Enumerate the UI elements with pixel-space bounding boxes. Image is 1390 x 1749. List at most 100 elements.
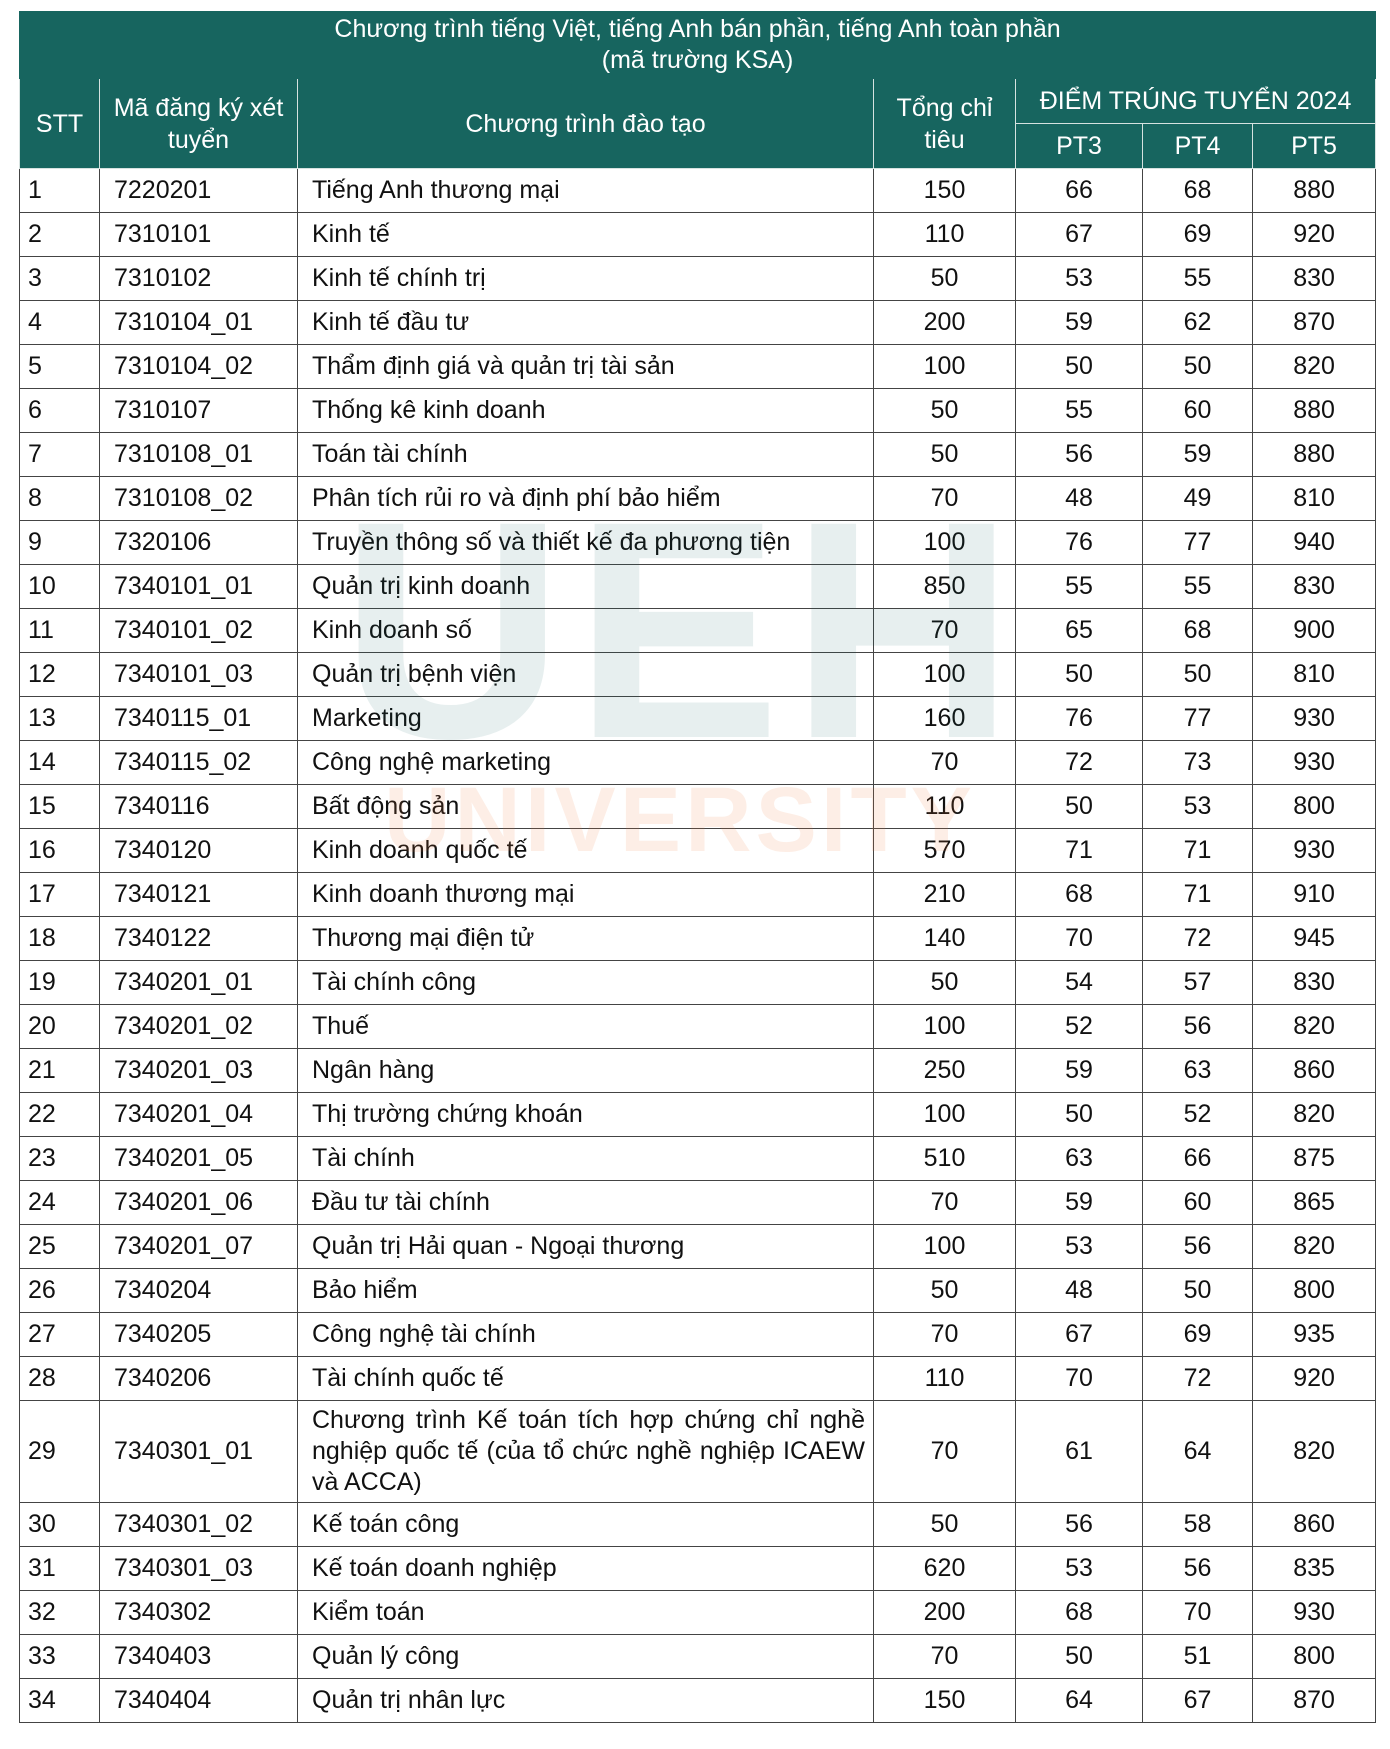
- code-cell: 7340122: [99, 916, 298, 961]
- pt5-cell: 880: [1251, 168, 1377, 213]
- pt3-cell: 54: [1015, 960, 1143, 1005]
- code-cell: 7320106: [99, 520, 298, 565]
- table-row: 4 7310104_01 Kinh tế đầu tư 200 59 62 870: [19, 300, 1377, 345]
- table-row: 24 7340201_06 Đầu tư tài chính 70 59 60 865: [19, 1180, 1377, 1225]
- pt5-cell: 820: [1251, 1224, 1377, 1269]
- column-header: Chương trình đào tạo: [297, 78, 874, 169]
- pt3-cell: 56: [1015, 432, 1143, 477]
- program-cell: Kinh tế chính trị: [297, 256, 874, 301]
- code-cell: 7310104_02: [99, 344, 298, 389]
- program-cell: Công nghệ marketing: [297, 740, 874, 785]
- quota-cell: 150: [873, 168, 1016, 213]
- code-cell: 7340301_02: [99, 1502, 298, 1547]
- stt-cell: 30: [19, 1502, 100, 1547]
- program-cell: Công nghệ tài chính: [297, 1312, 874, 1357]
- quota-cell: 70: [873, 1180, 1016, 1225]
- admission-table: Chương trình tiếng Việt, tiếng Anh bán p…: [18, 11, 1377, 1723]
- quota-cell: 110: [873, 1356, 1016, 1401]
- stt-cell: 28: [19, 1356, 100, 1401]
- pt5-cell: 920: [1251, 212, 1377, 257]
- pt5-cell: 930: [1251, 740, 1377, 785]
- quota-cell: 200: [873, 300, 1016, 345]
- code-cell: 7340121: [99, 872, 298, 917]
- table-row: 20 7340201_02 Thuế 100 52 56 820: [19, 1004, 1377, 1049]
- program-cell: Bất động sản: [297, 784, 874, 829]
- pt5-cell: 830: [1251, 256, 1377, 301]
- table-row: 3 7310102 Kinh tế chính trị 50 53 55 830: [19, 256, 1377, 301]
- program-cell: Kinh tế đầu tư: [297, 300, 874, 345]
- code-cell: 7340116: [99, 784, 298, 829]
- code-cell: 7340101_02: [99, 608, 298, 653]
- pt3-cell: 72: [1015, 740, 1143, 785]
- table-row: 17 7340121 Kinh doanh thương mại 210 68 71 910: [19, 872, 1377, 917]
- stt-cell: 24: [19, 1180, 100, 1225]
- pt5-cell: 870: [1251, 1678, 1377, 1723]
- pt5-cell: 945: [1251, 916, 1377, 961]
- pt4-cell: 51: [1142, 1634, 1253, 1679]
- pt5-cell: 810: [1251, 476, 1377, 521]
- pt4-cell: 60: [1142, 1180, 1253, 1225]
- stt-cell: 21: [19, 1048, 100, 1093]
- column-header: PT3: [1015, 123, 1143, 169]
- stt-cell: 19: [19, 960, 100, 1005]
- code-cell: 7340201_03: [99, 1048, 298, 1093]
- quota-cell: 70: [873, 1400, 1016, 1503]
- title-line: (mã trường KSA): [601, 46, 794, 74]
- quota-cell: 50: [873, 388, 1016, 433]
- pt3-cell: 48: [1015, 1268, 1143, 1313]
- pt4-cell: 50: [1142, 1268, 1253, 1313]
- code-cell: 7340115_02: [99, 740, 298, 785]
- pt3-cell: 66: [1015, 168, 1143, 213]
- quota-cell: 50: [873, 1502, 1016, 1547]
- pt3-cell: 59: [1015, 300, 1143, 345]
- program-cell: Quản lý công: [297, 1634, 874, 1679]
- code-cell: 7340201_02: [99, 1004, 298, 1049]
- pt4-cell: 64: [1142, 1400, 1253, 1503]
- table-row: 34 7340404 Quản trị nhân lực 150 64 67 870: [19, 1678, 1377, 1723]
- pt4-cell: 71: [1142, 828, 1253, 873]
- pt3-cell: 76: [1015, 520, 1143, 565]
- pt3-cell: 59: [1015, 1048, 1143, 1093]
- quota-cell: 250: [873, 1048, 1016, 1093]
- pt5-cell: 835: [1251, 1546, 1377, 1591]
- pt3-cell: 50: [1015, 1092, 1143, 1137]
- stt-cell: 8: [19, 476, 100, 521]
- pt3-cell: 56: [1015, 1502, 1143, 1547]
- stt-cell: 10: [19, 564, 100, 609]
- pt3-cell: 67: [1015, 1312, 1143, 1357]
- table-row: 8 7310108_02 Phân tích rủi ro và định phí …: [19, 476, 1377, 521]
- program-cell: Thuế: [297, 1004, 874, 1049]
- pt4-cell: 77: [1142, 520, 1253, 565]
- pt3-cell: 59: [1015, 1180, 1143, 1225]
- pt4-cell: 56: [1142, 1004, 1253, 1049]
- stt-cell: 9: [19, 520, 100, 565]
- quota-cell: 70: [873, 1312, 1016, 1357]
- table-row: 6 7310107 Thống kê kinh doanh 50 55 60 880: [19, 388, 1377, 433]
- table-row: 5 7310104_02 Thẩm định giá và quản trị tài…: [19, 344, 1377, 389]
- stt-cell: 32: [19, 1590, 100, 1635]
- stt-cell: 31: [19, 1546, 100, 1591]
- pt5-cell: 920: [1251, 1356, 1377, 1401]
- pt4-cell: 55: [1142, 256, 1253, 301]
- code-cell: 7310102: [99, 256, 298, 301]
- quota-cell: 100: [873, 520, 1016, 565]
- code-cell: 7340101_03: [99, 652, 298, 697]
- column-header: Tổng chỉ tiêu: [873, 78, 1016, 169]
- table-row: 26 7340204 Bảo hiểm 50 48 50 800: [19, 1268, 1377, 1313]
- pt4-cell: 66: [1142, 1136, 1253, 1181]
- stt-cell: 27: [19, 1312, 100, 1357]
- code-cell: 7340301_03: [99, 1546, 298, 1591]
- code-cell: 7220201: [99, 168, 298, 213]
- program-cell: Tài chính quốc tế: [297, 1356, 874, 1401]
- pt4-cell: 73: [1142, 740, 1253, 785]
- pt3-cell: 48: [1015, 476, 1143, 521]
- program-cell: Thẩm định giá và quản trị tài sản: [297, 344, 874, 389]
- pt4-cell: 77: [1142, 696, 1253, 741]
- pt3-cell: 71: [1015, 828, 1143, 873]
- program-cell: Thị trường chứng khoán: [297, 1092, 874, 1137]
- pt4-cell: 72: [1142, 1356, 1253, 1401]
- pt4-cell: 69: [1142, 1312, 1253, 1357]
- pt3-cell: 55: [1015, 564, 1143, 609]
- quota-cell: 570: [873, 828, 1016, 873]
- quota-cell: 110: [873, 784, 1016, 829]
